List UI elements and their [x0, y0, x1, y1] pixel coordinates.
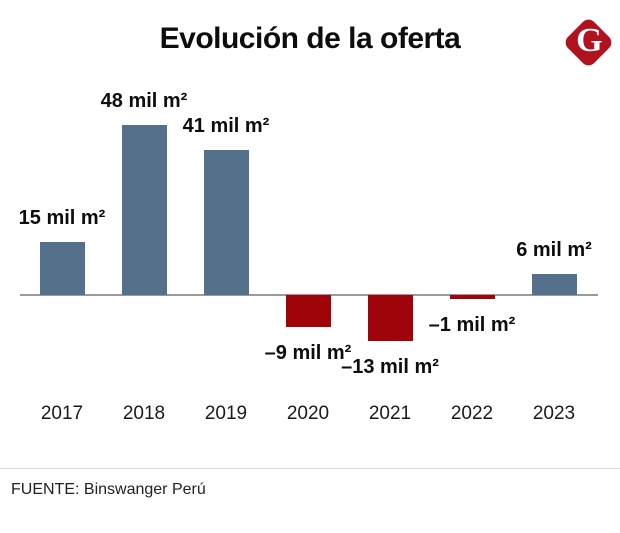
bar-value-label-2018: 48 mil m²	[100, 90, 188, 113]
bar-2018	[121, 125, 167, 295]
x-axis-label-2022: 2022	[450, 403, 494, 424]
bar-value-label-2022: –1 mil m²	[428, 314, 516, 336]
bar-2023	[531, 273, 577, 295]
bar-2020	[285, 295, 331, 327]
x-axis-label-2023: 2023	[532, 403, 576, 424]
x-axis-label-2017: 2017	[40, 403, 84, 424]
bar-2019	[203, 149, 249, 295]
bar-value-label-2020: –9 mil m²	[264, 341, 352, 364]
bar-value-label-2021: –13 mil m²	[341, 356, 439, 379]
x-axis-label-2019: 2019	[204, 403, 248, 424]
x-axis-label-2021: 2021	[368, 403, 412, 424]
x-axis-label-2020: 2020	[286, 403, 330, 424]
bar-2021	[367, 295, 413, 342]
chart-title: Evolución de la oferta	[159, 22, 461, 55]
bar-2017	[39, 241, 85, 295]
bar-value-label-2023: 6 mil m²	[516, 238, 592, 261]
bar-2022	[449, 295, 495, 299]
source-note: FUENTE: Binswanger Perú	[11, 481, 206, 498]
bar-value-label-2017: 15 mil m²	[18, 206, 106, 229]
footer-divider	[0, 468, 620, 469]
x-axis-label-2018: 2018	[122, 403, 166, 424]
bar-value-label-2019: 41 mil m²	[182, 114, 270, 137]
